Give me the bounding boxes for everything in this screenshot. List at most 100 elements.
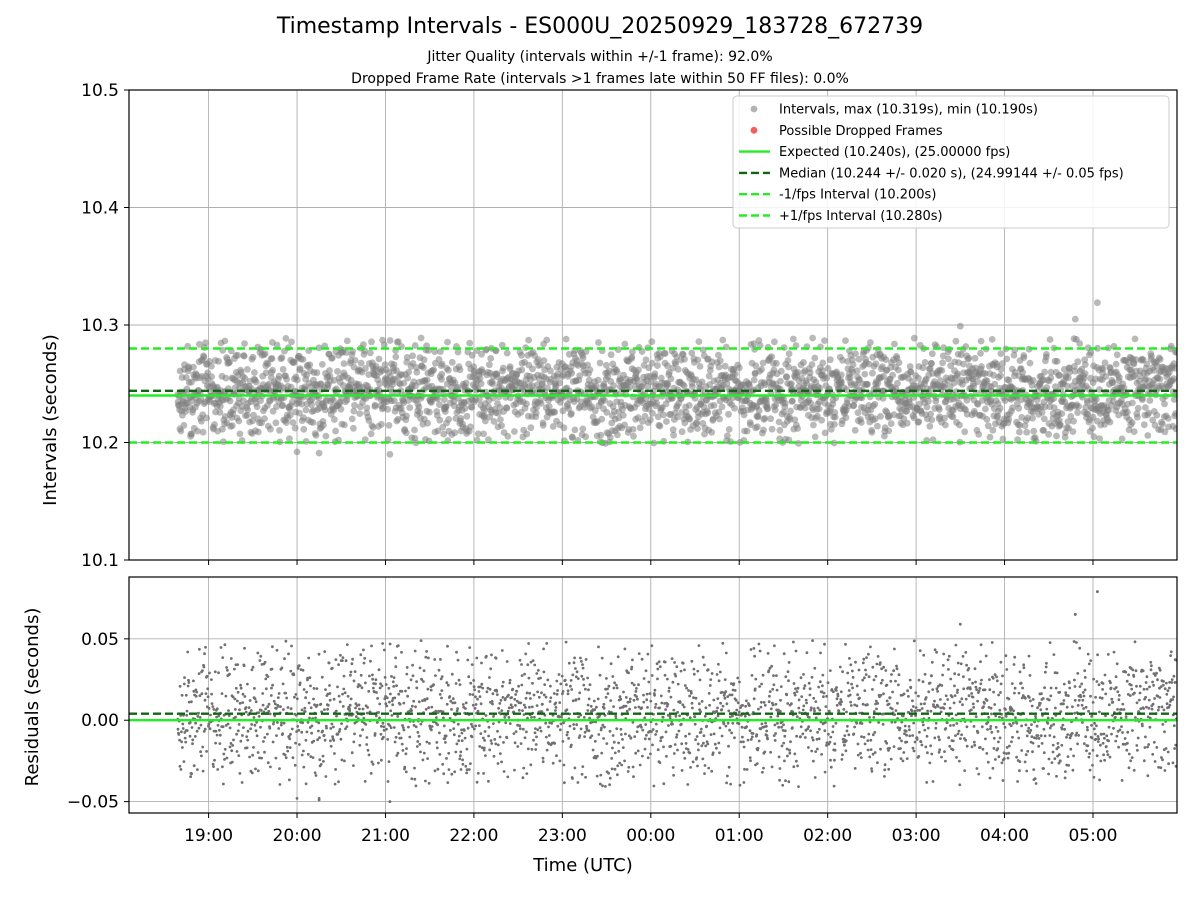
residual-point — [628, 707, 631, 711]
interval-point — [1069, 428, 1077, 435]
residual-point — [905, 733, 908, 737]
interval-point — [614, 431, 621, 439]
residual-point — [533, 731, 537, 735]
residual-point — [477, 690, 481, 693]
interval-point — [645, 364, 653, 372]
residual-point — [222, 752, 226, 756]
residual-point — [753, 687, 757, 691]
residual-point — [722, 722, 726, 726]
residual-point — [630, 665, 634, 669]
residual-point — [532, 693, 536, 697]
interval-point — [956, 322, 964, 330]
residual-point — [812, 759, 815, 763]
residual-point — [340, 758, 344, 762]
residual-point — [592, 699, 596, 703]
residual-point — [390, 675, 393, 678]
interval-point — [273, 403, 280, 410]
residual-point — [823, 642, 826, 646]
residual-point — [843, 734, 847, 737]
interval-point — [340, 360, 348, 367]
residual-point — [778, 778, 781, 782]
residual-point — [794, 649, 798, 653]
residual-point — [814, 750, 818, 753]
residual-point — [504, 697, 507, 700]
residual-point — [301, 668, 305, 672]
residual-point — [410, 704, 414, 708]
interval-point — [190, 363, 197, 371]
interval-point — [318, 361, 326, 368]
residual-point — [230, 760, 234, 764]
residual-point — [317, 729, 320, 733]
residual-point — [500, 649, 504, 652]
residual-point — [274, 707, 278, 710]
residual-point — [284, 756, 288, 760]
residual-point — [575, 670, 579, 674]
residual-point — [340, 722, 343, 725]
interval-point — [626, 384, 633, 391]
residual-point — [419, 750, 422, 754]
residual-point — [843, 743, 846, 747]
residual-point — [883, 768, 887, 772]
residual-point — [534, 748, 538, 751]
residual-point — [525, 730, 528, 734]
residual-point — [437, 668, 441, 672]
interval-point — [928, 360, 935, 367]
residual-point — [672, 708, 676, 712]
residual-point — [683, 668, 686, 672]
residual-point — [449, 728, 452, 732]
residual-point — [256, 769, 260, 773]
residual-point — [293, 695, 296, 699]
residual-point — [560, 674, 564, 678]
interval-point — [523, 400, 530, 408]
interval-point — [579, 425, 587, 433]
interval-point — [198, 417, 205, 425]
residual-point — [526, 716, 529, 720]
residual-point — [488, 748, 492, 752]
residual-point — [805, 701, 808, 705]
residual-point — [468, 693, 472, 696]
interval-point — [704, 409, 712, 417]
residual-point — [236, 729, 240, 733]
residual-point — [764, 721, 767, 725]
residual-point — [449, 699, 453, 703]
residual-point — [281, 732, 284, 736]
residual-point — [866, 739, 870, 742]
residual-point — [414, 725, 418, 729]
residual-point — [780, 725, 783, 729]
residual-point — [573, 766, 577, 770]
residual-point — [898, 736, 902, 740]
interval-point — [363, 404, 371, 412]
interval-point — [686, 415, 694, 423]
residual-point — [450, 672, 454, 676]
interval-point — [1106, 418, 1114, 426]
residual-point — [436, 723, 439, 727]
residual-point — [254, 729, 258, 733]
residual-point — [202, 730, 206, 733]
residual-point — [911, 734, 914, 737]
residual-point — [631, 765, 635, 769]
residual-point — [829, 765, 833, 769]
residual-point — [439, 677, 443, 681]
residual-point — [350, 751, 354, 755]
interval-point — [412, 439, 420, 447]
residual-point — [487, 725, 491, 729]
interval-point — [196, 340, 203, 348]
interval-point — [448, 358, 456, 366]
residual-point — [503, 716, 507, 719]
residual-point — [831, 725, 835, 728]
residual-point — [901, 714, 905, 718]
residual-point — [767, 700, 771, 704]
interval-point — [451, 429, 459, 437]
residual-point — [249, 727, 253, 731]
residual-point — [210, 692, 214, 696]
residual-point — [754, 677, 758, 681]
residual-point — [720, 734, 724, 738]
interval-point — [273, 341, 281, 349]
interval-point — [261, 350, 269, 358]
residual-point — [191, 742, 194, 746]
residual-point — [282, 721, 286, 725]
interval-point — [685, 402, 693, 409]
residual-point — [531, 681, 534, 685]
residual-point — [524, 696, 528, 700]
